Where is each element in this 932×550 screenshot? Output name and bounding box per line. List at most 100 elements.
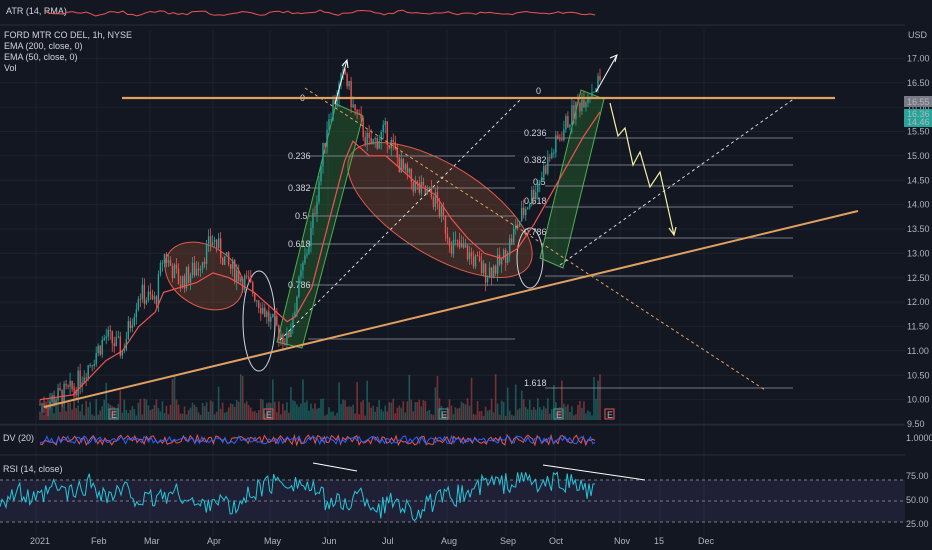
volume-bar — [81, 404, 83, 420]
candle-body — [43, 403, 45, 408]
volume-bar — [211, 401, 214, 420]
candle-body — [131, 325, 134, 329]
candle-body — [320, 166, 322, 182]
candle-body — [191, 262, 194, 276]
volume-bar — [374, 411, 376, 420]
candle-body — [211, 241, 214, 246]
volume-bar — [536, 398, 539, 420]
candle-body — [573, 105, 575, 120]
volume-bar — [406, 401, 409, 420]
candle-body — [53, 395, 55, 405]
volume-bar — [512, 415, 515, 420]
volume-bar — [516, 409, 519, 420]
volume-bar — [199, 414, 202, 420]
fib-level-label: 0.382 — [524, 155, 547, 165]
candle-body — [123, 349, 126, 351]
zone-ellipse-may — [242, 270, 276, 372]
volume-bar — [442, 414, 445, 420]
volume-bar — [563, 403, 565, 420]
candle-body — [579, 103, 581, 112]
volume-bar — [149, 409, 152, 420]
candle-body — [545, 166, 547, 174]
volume-bar — [390, 402, 393, 420]
candle-body — [432, 196, 435, 207]
volume-bar — [388, 402, 391, 420]
volume-bar — [43, 414, 45, 420]
volume-bar — [310, 403, 312, 420]
candle-body — [539, 181, 541, 184]
volume-bar — [157, 408, 160, 420]
volume-bar — [296, 404, 298, 420]
candle-body — [555, 135, 557, 153]
price-tick-label: 10.50 — [907, 370, 930, 380]
price-tick-label: 17.00 — [907, 53, 930, 63]
volume-bar — [599, 374, 601, 420]
time-tick-label: 2021 — [30, 536, 50, 546]
volume-bar — [101, 406, 104, 420]
candle-body — [486, 277, 489, 283]
time-tick-label: Oct — [549, 536, 564, 546]
candle-body — [472, 256, 475, 267]
volume-bar — [183, 406, 186, 420]
candle-body — [205, 243, 208, 264]
candle-body — [175, 264, 178, 269]
price-tick-label: 11.50 — [907, 322, 929, 332]
volume-bar — [583, 401, 585, 420]
fib-level-label: 0.382 — [288, 183, 311, 193]
volume-bar — [478, 411, 481, 420]
time-tick-label: 15 — [654, 536, 664, 546]
volume-bar — [392, 398, 395, 420]
rsi-series-line — [0, 471, 596, 522]
volume-bar — [171, 378, 174, 420]
volume-bar — [579, 400, 581, 420]
candle-body — [533, 189, 535, 200]
price-tick-label: 11.00 — [907, 346, 929, 356]
candle-body — [248, 276, 250, 279]
volume-bar — [597, 380, 599, 420]
candle-body — [270, 317, 272, 322]
volume-bar — [165, 405, 168, 420]
candle-body — [360, 113, 362, 119]
volume-bar — [524, 406, 527, 420]
volume-bar — [290, 386, 292, 420]
volume-bar — [506, 387, 509, 420]
candle-body — [292, 316, 294, 328]
volume-bar — [191, 402, 194, 420]
volume-bar — [253, 411, 256, 420]
volume-bar — [209, 400, 212, 420]
candle-body — [478, 256, 481, 261]
volume-bar — [251, 411, 254, 420]
volume-bar — [448, 399, 451, 420]
volume-bar — [179, 413, 182, 420]
candle-body — [585, 102, 587, 108]
candle-body — [254, 293, 256, 301]
volume-bar — [338, 382, 340, 420]
candle-body — [476, 255, 479, 257]
time-tick-label: Jul — [382, 536, 394, 546]
price-tick-label: 14.50 — [907, 175, 930, 185]
candle-body — [298, 276, 300, 297]
volume-bar — [573, 415, 575, 420]
candle-body — [549, 157, 551, 159]
candle-body — [352, 104, 354, 108]
volume-bar — [278, 401, 280, 420]
candle-body — [284, 343, 286, 346]
volume-bar — [143, 398, 146, 420]
volume-bar — [99, 410, 102, 420]
volume-bar — [480, 410, 483, 420]
volume-bar — [282, 403, 284, 420]
candle-body — [127, 321, 130, 340]
ema-badge-bg — [904, 109, 932, 127]
last-price-badge-bg — [904, 96, 932, 107]
candle-body — [181, 275, 184, 287]
candle-body — [464, 245, 467, 248]
volume-bar — [127, 413, 130, 420]
volume-bar — [358, 414, 360, 420]
candle-body — [366, 132, 368, 144]
volume-bar — [559, 407, 561, 420]
volume-bar — [284, 410, 286, 420]
volume-bar — [306, 400, 308, 420]
candle-body — [157, 274, 160, 305]
candle-body — [446, 233, 449, 239]
